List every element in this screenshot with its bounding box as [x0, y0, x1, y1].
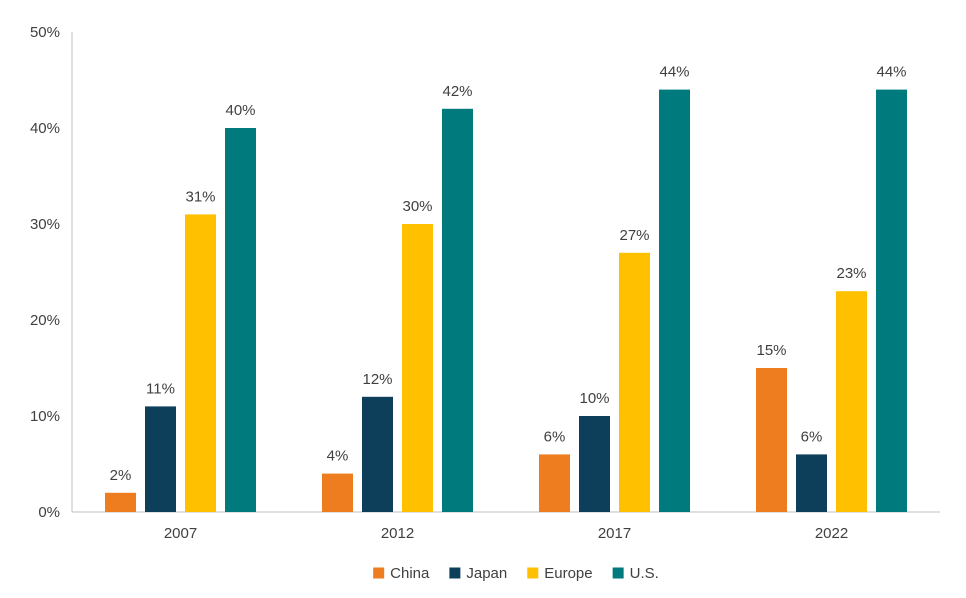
- x-tick-label: 2007: [164, 525, 197, 542]
- bar-europe-2017: [619, 252, 650, 513]
- data-label: 15%: [756, 342, 786, 359]
- data-label: 2%: [110, 467, 132, 484]
- bar-europe-2022: [836, 291, 867, 512]
- legend-swatch: [449, 567, 461, 579]
- data-label: 44%: [876, 64, 906, 81]
- y-tick-label: 40%: [30, 120, 60, 137]
- y-tick-label: 0%: [38, 504, 60, 521]
- legend-label: Europe: [544, 565, 592, 582]
- bar-japan-2022: [796, 454, 827, 512]
- y-tick-label: 30%: [30, 216, 60, 233]
- legend-label: China: [390, 565, 430, 582]
- data-label: 27%: [619, 227, 649, 244]
- bar-us-2017: [659, 89, 690, 512]
- data-label: 44%: [659, 64, 689, 81]
- data-label: 10%: [579, 390, 609, 407]
- data-label: 30%: [402, 198, 432, 215]
- legend: China Japan Europe U.S.: [373, 565, 659, 582]
- legend-label: Japan: [466, 565, 507, 582]
- y-tick-label: 20%: [30, 312, 60, 329]
- legend-swatch: [373, 567, 385, 579]
- data-label: 6%: [801, 428, 823, 445]
- x-tick-label: 2012: [381, 525, 414, 542]
- data-label: 6%: [544, 428, 566, 445]
- legend-swatch: [612, 567, 624, 579]
- y-tick-label: 50%: [30, 24, 60, 41]
- bar-japan-2007: [145, 406, 176, 512]
- data-label: 23%: [836, 265, 866, 282]
- bar-europe-2012: [402, 224, 433, 512]
- x-tick-label: 2017: [598, 525, 631, 542]
- bar-us-2007: [225, 128, 256, 512]
- x-axis: 2007 2012 2017 2022: [72, 511, 940, 542]
- data-label: 4%: [327, 448, 349, 465]
- y-tick-label: 10%: [30, 408, 60, 425]
- bar-us-2012: [442, 108, 473, 513]
- data-label: 12%: [362, 371, 392, 388]
- bar-europe-2007: [185, 214, 216, 512]
- bar-china-2017: [539, 454, 570, 512]
- legend-swatch: [527, 567, 539, 579]
- bars: [105, 89, 907, 513]
- data-label: 42%: [442, 83, 472, 100]
- bar-china-2007: [105, 492, 136, 512]
- bar-japan-2017: [579, 416, 610, 512]
- data-label: 31%: [185, 188, 215, 205]
- y-axis: 0% 10% 20% 30% 40% 50%: [30, 24, 73, 521]
- data-label: 11%: [146, 380, 175, 397]
- data-label: 40%: [225, 102, 255, 119]
- bar-china-2022: [756, 368, 787, 512]
- x-tick-label: 2022: [815, 525, 848, 542]
- bar-china-2012: [322, 473, 353, 512]
- legend-label: U.S.: [630, 565, 659, 582]
- bar-japan-2012: [362, 396, 393, 512]
- bar-us-2022: [876, 89, 907, 512]
- data-labels: 2% 11% 31% 40% 4% 12% 30% 42% 6% 10% 27% 44% 15% 6% 23…: [110, 64, 907, 484]
